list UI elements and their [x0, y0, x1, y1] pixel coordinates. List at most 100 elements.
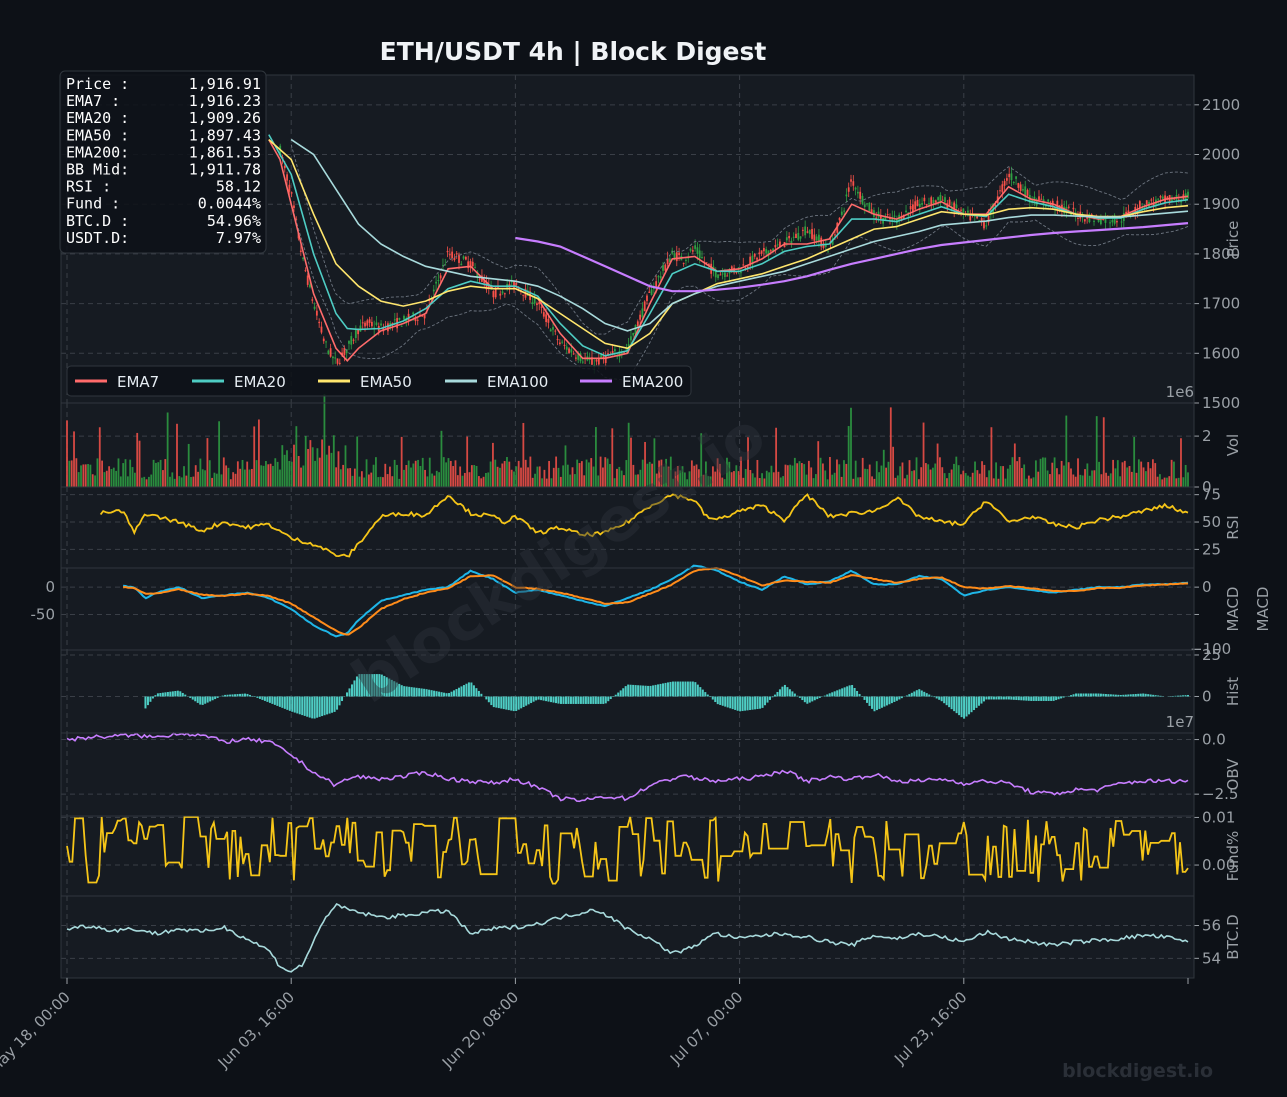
candle-body	[827, 251, 829, 253]
volume-bar	[1063, 465, 1065, 487]
volume-bar	[735, 465, 738, 487]
histogram-bar	[263, 696, 266, 701]
info-label: USDT.D:	[66, 229, 129, 247]
candle-body	[1054, 208, 1056, 210]
histogram-bar	[301, 696, 304, 716]
histogram-bar	[1032, 696, 1035, 701]
histogram-bar	[637, 685, 640, 697]
volume-bar	[1018, 457, 1021, 487]
volume-bar	[737, 471, 740, 487]
volume-bar	[208, 460, 211, 487]
candle-body	[1049, 203, 1052, 206]
histogram-bar	[572, 696, 575, 704]
volume-bar	[447, 458, 450, 487]
histogram-bar	[487, 696, 490, 703]
volume-bar	[854, 460, 857, 487]
volume-bar	[328, 445, 331, 487]
candle-body	[701, 256, 703, 258]
volume-bar	[609, 464, 611, 487]
volume-bar	[438, 472, 441, 487]
candle-body	[302, 257, 305, 260]
volume-bar	[569, 474, 572, 487]
candle-body	[685, 259, 687, 261]
candle-body	[657, 276, 660, 278]
candle-body	[332, 356, 334, 359]
histogram-bar	[1067, 695, 1070, 697]
volume-bar	[969, 476, 972, 487]
candle-body	[980, 218, 983, 222]
histogram-bar	[592, 696, 595, 704]
histogram-bar	[634, 685, 637, 697]
histogram-bar	[776, 691, 779, 697]
volume-bar	[651, 463, 653, 487]
candle-body	[286, 174, 288, 181]
histogram-bar	[582, 696, 585, 704]
histogram-bar	[251, 695, 254, 697]
candle-body	[978, 220, 981, 222]
histogram-bar	[778, 689, 781, 697]
histogram-bar	[331, 696, 334, 713]
histogram-bar	[405, 686, 408, 697]
volume-bar	[674, 471, 677, 487]
histogram-bar	[846, 686, 849, 697]
histogram-bar	[268, 696, 271, 703]
candle-body	[967, 210, 969, 213]
volume-bar	[169, 476, 171, 487]
histogram-bar	[460, 686, 463, 697]
volume-bar	[634, 474, 637, 487]
candle-body	[540, 306, 543, 308]
volume-bar	[587, 462, 590, 487]
histogram-bar	[1147, 694, 1150, 697]
histogram-bar	[326, 696, 329, 715]
obv-panel-bg	[61, 733, 1194, 816]
histogram-bar	[199, 696, 202, 705]
volume-bar	[1046, 470, 1049, 487]
volume-bar	[845, 463, 848, 487]
histogram-bar	[1134, 693, 1137, 697]
candle-body	[318, 321, 321, 324]
histogram-bar	[385, 677, 388, 697]
candle-body	[859, 191, 862, 199]
histogram-bar	[475, 688, 478, 697]
candle-body	[719, 274, 722, 276]
histogram-bar	[154, 695, 157, 697]
candle-body	[469, 261, 472, 268]
candle-body	[492, 291, 495, 298]
histogram-bar	[1060, 696, 1063, 699]
candle-body	[698, 250, 701, 259]
volume-bar	[1123, 460, 1126, 487]
histogram-bar	[161, 692, 164, 697]
histogram-bar	[1159, 695, 1162, 697]
candle-body	[1104, 216, 1107, 223]
histogram-bar	[467, 682, 470, 697]
candle-body	[338, 362, 341, 364]
candle-body	[948, 199, 951, 206]
panels: 1500 1600 1700 1800 1900 2000 2100 Price 0 2 Vol 1e…	[31, 74, 1272, 979]
volume-bar	[133, 472, 136, 487]
histogram-bar	[900, 696, 903, 699]
histogram-bar	[642, 685, 645, 697]
candle-body	[343, 347, 346, 356]
volume-bar	[459, 466, 462, 487]
volume-bar	[1154, 463, 1157, 487]
histogram-bar	[749, 696, 752, 711]
volume-bar	[721, 477, 724, 487]
histogram-bar	[913, 691, 916, 697]
volume-bar	[782, 476, 785, 487]
volume-bar	[110, 469, 113, 487]
volume-bar	[218, 421, 221, 487]
histogram-bar	[1080, 693, 1083, 697]
histogram-bar	[619, 690, 622, 697]
histogram-bar	[826, 694, 829, 697]
histogram-bar	[485, 696, 488, 700]
histogram-bar	[910, 692, 913, 697]
volume-bar	[403, 469, 405, 487]
histogram-bar	[298, 696, 301, 715]
volume-bar	[676, 466, 679, 487]
candle-body	[678, 252, 680, 256]
candle-body	[547, 318, 550, 323]
volume-bar	[510, 469, 513, 487]
volume-bar	[1163, 477, 1166, 487]
volume-bar	[421, 457, 424, 487]
candle-body	[806, 231, 809, 233]
